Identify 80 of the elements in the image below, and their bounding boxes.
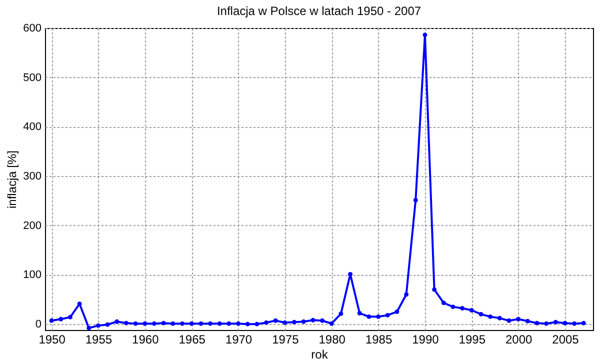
- x-tick-label: 1985: [365, 332, 392, 346]
- point: [366, 314, 372, 319]
- x-tick-label: 1995: [458, 332, 486, 346]
- point: [58, 316, 64, 322]
- y-tick-label: 0: [35, 318, 42, 331]
- point: [497, 316, 502, 320]
- point: [348, 272, 353, 276]
- chart-title: Inflacja w Polsce w latach 1950 - 2007: [216, 4, 422, 18]
- x-tick-label: 1950: [38, 332, 66, 346]
- point: [245, 322, 250, 326]
- point: [49, 318, 54, 323]
- y-axis-title: inflacja [%]: [5, 150, 20, 209]
- point: [236, 321, 240, 326]
- point: [180, 321, 184, 326]
- point: [432, 287, 437, 292]
- point: [572, 321, 577, 326]
- point: [441, 300, 446, 306]
- point: [506, 318, 512, 323]
- point: [124, 320, 128, 326]
- y-tick-label: 100: [23, 269, 42, 282]
- point: [77, 302, 82, 306]
- point: [264, 320, 268, 325]
- y-tick-label: 300: [23, 170, 42, 183]
- point: [516, 316, 521, 322]
- point: [534, 320, 540, 326]
- point: [282, 320, 288, 325]
- x-tick-label: 2000: [505, 332, 532, 346]
- y-tick-label: 200: [23, 220, 42, 232]
- point: [170, 321, 176, 326]
- point: [254, 322, 260, 326]
- point: [338, 311, 344, 316]
- point: [329, 321, 334, 326]
- point: [488, 314, 493, 319]
- point: [86, 326, 92, 330]
- point: [301, 319, 306, 324]
- x-tick-label: 1975: [272, 332, 300, 346]
- x-tick-label: 1980: [318, 332, 346, 346]
- point: [133, 321, 138, 326]
- y-tick-label: 600: [23, 22, 42, 34]
- x-axis-title: rok: [311, 348, 329, 360]
- point: [292, 320, 296, 324]
- point: [422, 32, 428, 38]
- x-tick-label: 1960: [132, 332, 160, 346]
- point: [189, 321, 194, 326]
- point: [553, 320, 558, 324]
- point: [198, 321, 204, 326]
- point: [469, 308, 474, 312]
- point: [385, 312, 390, 318]
- point: [581, 320, 586, 326]
- point: [68, 314, 72, 320]
- point: [450, 304, 456, 310]
- point: [142, 321, 148, 326]
- point: [208, 321, 212, 326]
- point: [478, 312, 484, 316]
- point: [525, 318, 530, 324]
- point: [413, 198, 418, 202]
- point: [105, 322, 110, 327]
- point: [161, 320, 166, 326]
- point: [394, 310, 400, 314]
- point: [544, 321, 549, 326]
- point: [562, 320, 568, 326]
- point: [152, 321, 156, 326]
- x-tick-label: 1965: [178, 332, 206, 346]
- point: [404, 292, 409, 297]
- x-tick-label: 1990: [412, 332, 440, 346]
- point: [320, 318, 325, 323]
- y-tick-label: 500: [23, 72, 42, 84]
- x-tick-label: 1955: [85, 332, 112, 346]
- point: [96, 323, 100, 328]
- y-tick-label: 400: [23, 121, 42, 134]
- point: [357, 310, 362, 316]
- point: [114, 319, 120, 324]
- point: [460, 306, 465, 311]
- point: [376, 314, 381, 319]
- point: [273, 318, 278, 323]
- point: [310, 318, 316, 322]
- point: [217, 321, 222, 326]
- x-tick-label: 1970: [225, 332, 252, 346]
- x-tick-label: 2005: [552, 332, 580, 346]
- point: [226, 321, 232, 326]
